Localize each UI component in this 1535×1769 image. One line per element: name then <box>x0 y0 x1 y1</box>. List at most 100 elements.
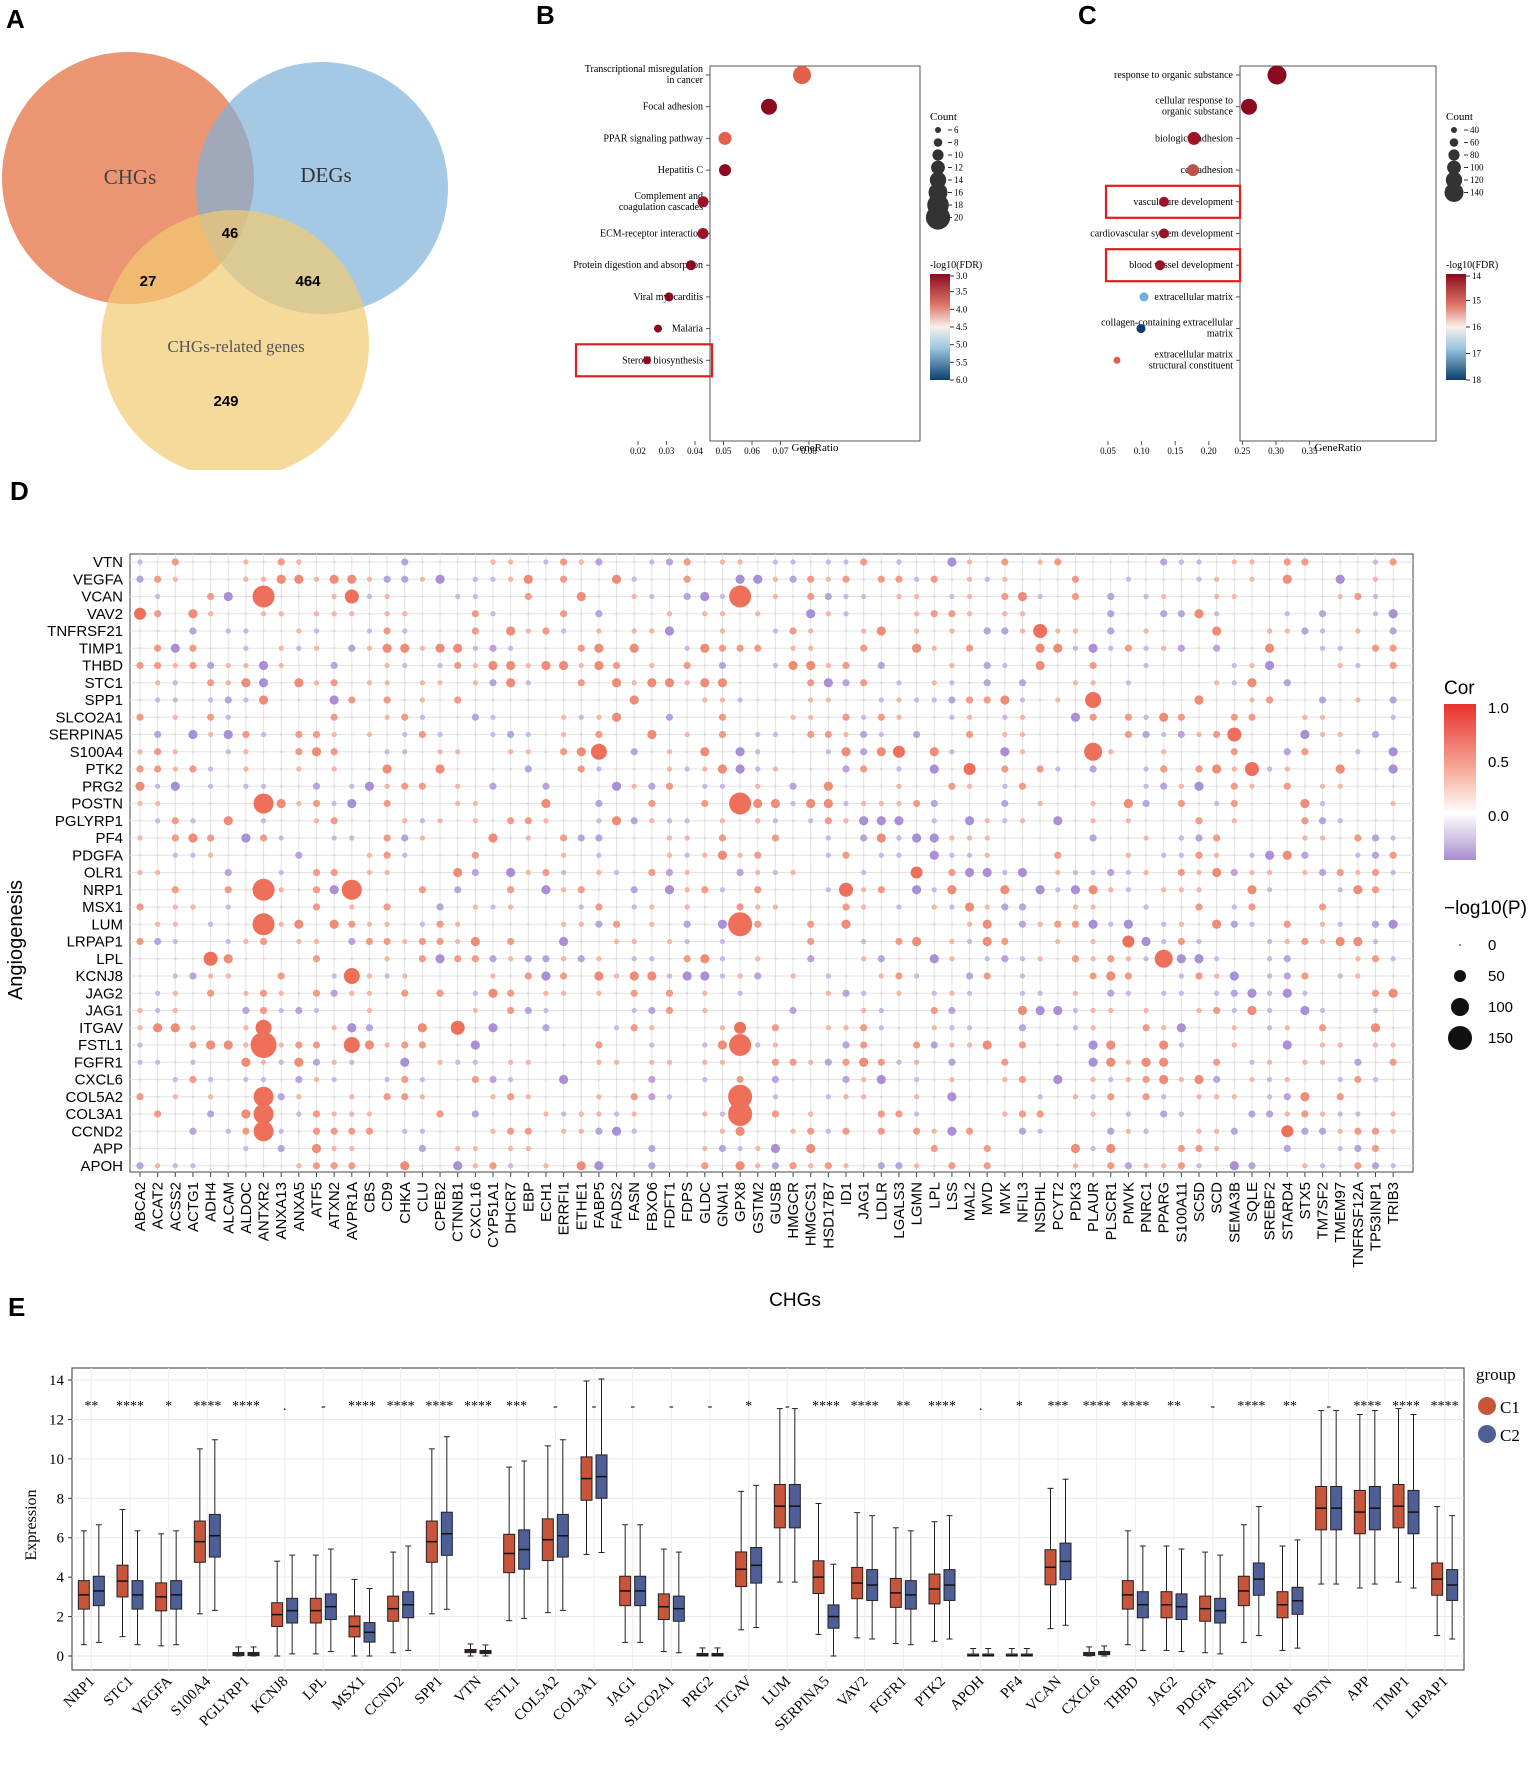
dot-point <box>880 922 883 926</box>
dot-point <box>1321 1147 1324 1150</box>
dot-point <box>827 629 830 633</box>
dot-point <box>1231 680 1237 686</box>
dot-point <box>861 990 867 996</box>
dot-point <box>1021 940 1024 943</box>
dot-point <box>154 661 162 670</box>
dot-point <box>1301 972 1309 980</box>
dot-point <box>985 1095 989 1099</box>
dot-point <box>1231 1025 1237 1031</box>
dot-point <box>313 576 320 582</box>
dot-point <box>1002 714 1008 720</box>
dot-point <box>1283 748 1291 756</box>
dot-point <box>668 1078 671 1081</box>
dot-point <box>809 1009 812 1012</box>
go-xtick: 0.35 <box>1302 446 1318 456</box>
dot-point <box>206 1040 216 1050</box>
dot-point <box>225 628 231 634</box>
dot-point <box>456 1129 460 1133</box>
dot-point <box>1074 802 1077 805</box>
panel-label-d: D <box>10 476 29 506</box>
dot-row-label: APOH <box>80 1158 123 1175</box>
dot-point <box>772 869 779 876</box>
dot-point <box>862 1112 865 1116</box>
dot-point <box>825 749 831 755</box>
dot-point <box>577 834 585 842</box>
dot-point <box>1143 593 1149 600</box>
dot-point <box>312 868 321 877</box>
dot-point <box>736 644 744 652</box>
significance-label: * <box>165 1399 172 1414</box>
dot-point <box>244 715 248 719</box>
dot-point <box>172 938 178 945</box>
dot-point <box>985 1112 989 1116</box>
dot-point <box>1019 749 1026 755</box>
dot-point <box>385 991 389 995</box>
dot-point <box>279 733 283 736</box>
dot-col-label: STARD4 <box>1279 1182 1296 1240</box>
dot-point <box>562 767 565 771</box>
dot-point <box>209 629 212 633</box>
dot-point <box>491 888 495 892</box>
dot-point <box>914 1094 920 1100</box>
kegg-count-tick: 10 <box>954 150 964 160</box>
dot-point <box>1180 595 1183 598</box>
dot-point <box>1231 904 1237 910</box>
dot-point <box>1180 1060 1183 1064</box>
dot-point <box>1161 852 1167 858</box>
dot-point <box>949 1076 955 1083</box>
dot-point <box>401 575 409 583</box>
dot-point <box>578 714 584 720</box>
dot-point <box>650 612 654 616</box>
dot-point <box>366 973 373 979</box>
significance-label: - <box>553 1399 558 1414</box>
box-gene-label: SPP1 <box>412 1674 446 1708</box>
dot-point <box>1371 1162 1380 1170</box>
dot-point <box>1233 853 1236 857</box>
dot-point <box>632 1043 636 1047</box>
dot-point <box>1056 750 1060 754</box>
dot-point <box>472 1145 478 1152</box>
dot-point <box>454 696 462 704</box>
dot-point <box>172 852 178 858</box>
dot-point <box>701 799 709 808</box>
dot-point <box>630 1093 638 1101</box>
dot-point <box>561 1128 567 1134</box>
dot-point <box>138 595 142 598</box>
dot-point <box>895 1162 903 1170</box>
dot-point <box>524 972 532 980</box>
dot-point <box>983 1162 991 1170</box>
dot-point <box>721 871 724 874</box>
dot-point <box>983 972 991 980</box>
dot-point <box>470 1040 480 1050</box>
dot-point <box>225 1128 231 1134</box>
dot-point <box>738 1009 742 1012</box>
dot-point <box>915 991 918 995</box>
dot-point <box>1021 802 1024 805</box>
dot-point <box>631 1128 637 1134</box>
dot-point <box>665 989 674 997</box>
dot-point <box>491 595 495 598</box>
dot-point <box>664 678 675 688</box>
dot-point <box>929 850 939 860</box>
dot-point <box>226 646 230 650</box>
dot-point <box>1194 954 1204 964</box>
dot-point <box>1159 1040 1169 1050</box>
dot-point <box>1074 664 1077 667</box>
dot-point <box>684 731 690 738</box>
significance-label: . <box>283 1399 287 1414</box>
dot-point <box>403 681 407 685</box>
kegg-fdr-tick: 5.5 <box>956 357 968 367</box>
dot-point <box>1038 577 1042 581</box>
dot-point <box>806 609 816 619</box>
dot-point <box>950 646 954 650</box>
dot-point <box>1109 836 1113 840</box>
dot-point <box>827 871 830 874</box>
dot-point <box>1070 712 1081 722</box>
dot-point <box>384 593 390 600</box>
dot-point <box>1142 1093 1150 1101</box>
dot-point <box>772 818 779 824</box>
dot-point <box>491 698 495 702</box>
dot-point <box>366 1111 373 1117</box>
dot-point <box>171 834 179 842</box>
dot-point <box>807 730 815 739</box>
